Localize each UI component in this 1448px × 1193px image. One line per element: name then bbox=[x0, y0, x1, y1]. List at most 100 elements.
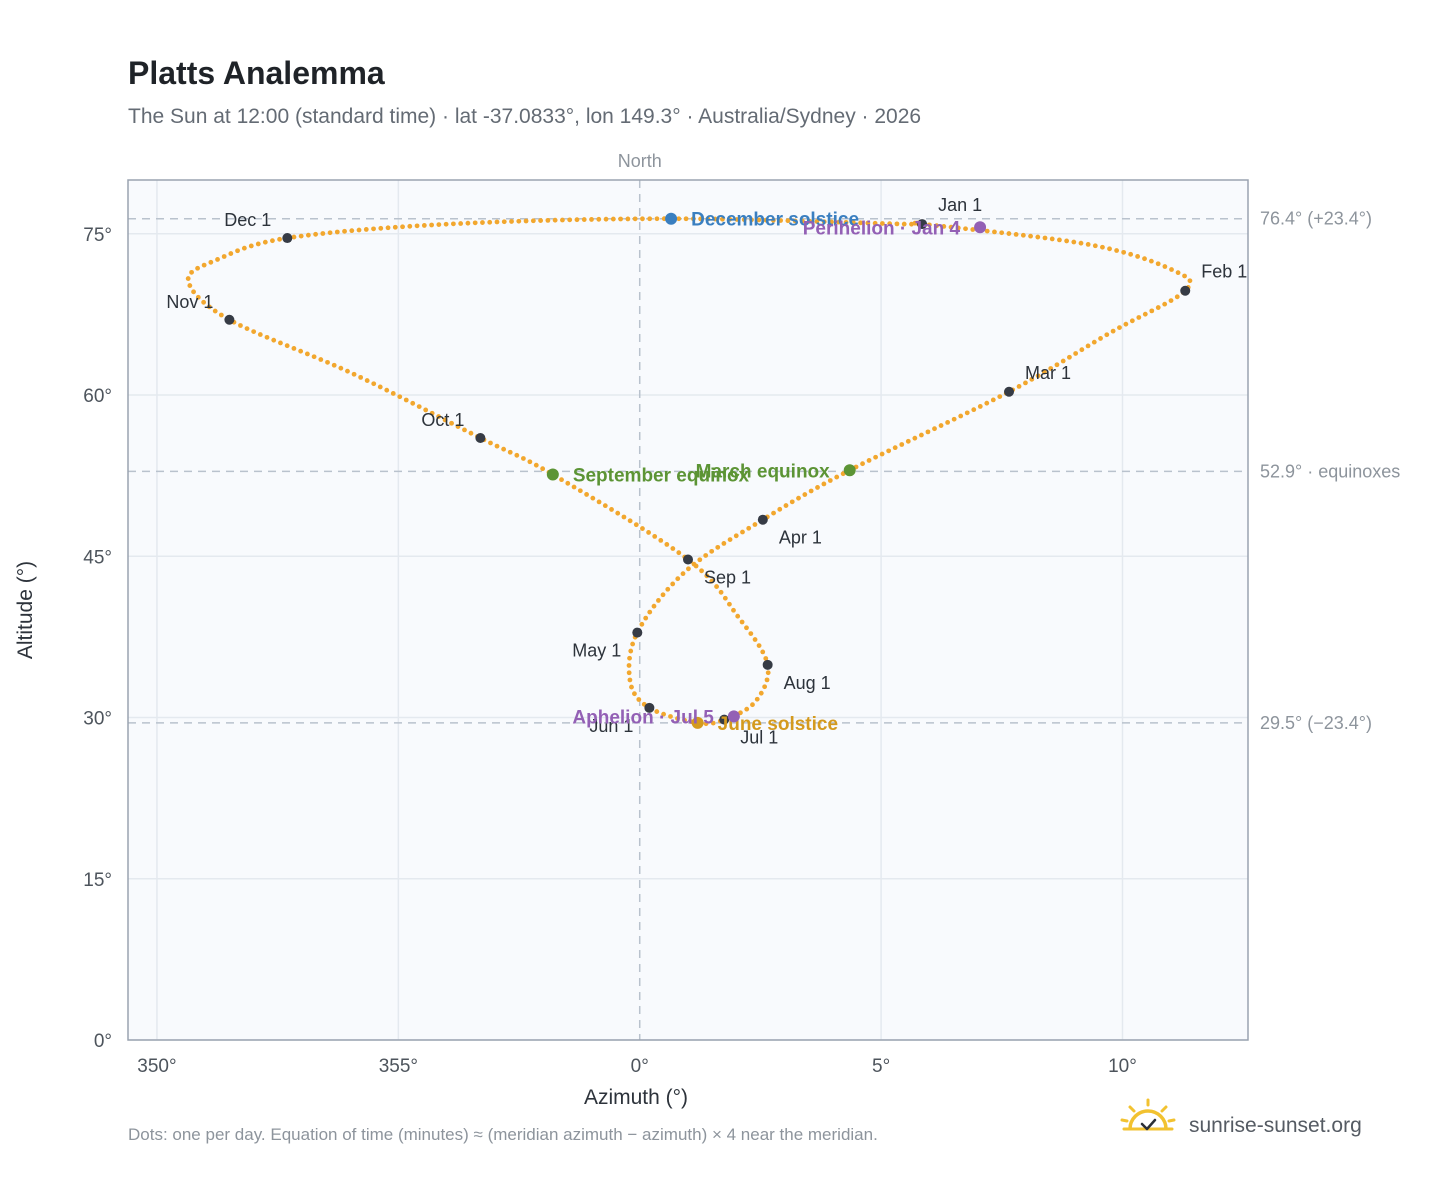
month-label: Dec 1 bbox=[224, 210, 271, 230]
daily-dot bbox=[241, 245, 247, 251]
y-tick-label: 45° bbox=[83, 547, 112, 568]
daily-dot bbox=[636, 697, 642, 702]
daily-dot bbox=[271, 337, 277, 343]
daily-dot bbox=[778, 218, 784, 223]
daily-dot bbox=[1155, 261, 1161, 267]
daily-dot bbox=[628, 648, 634, 654]
daily-dot bbox=[912, 435, 918, 441]
x-tick-label: 10° bbox=[1108, 1056, 1137, 1077]
daily-dot bbox=[1035, 373, 1041, 379]
daily-dot bbox=[999, 230, 1005, 236]
daily-dot bbox=[777, 506, 783, 512]
daily-dot bbox=[501, 446, 507, 452]
daily-dot bbox=[1098, 336, 1103, 341]
daily-dot bbox=[1020, 232, 1026, 238]
daily-dot bbox=[639, 621, 645, 627]
daily-dot bbox=[320, 231, 326, 236]
daily-dot bbox=[990, 397, 996, 403]
plot-area bbox=[128, 180, 1248, 1040]
month-marker bbox=[683, 554, 693, 565]
daily-dot bbox=[1155, 305, 1161, 310]
daily-dot bbox=[540, 466, 546, 472]
daily-dot bbox=[905, 438, 911, 444]
daily-dot bbox=[1078, 240, 1084, 246]
daily-dot bbox=[763, 217, 769, 223]
daily-dot bbox=[815, 485, 820, 490]
month-marker bbox=[757, 514, 768, 525]
daily-dot bbox=[762, 684, 768, 690]
daily-dot bbox=[629, 684, 634, 690]
daily-dot bbox=[945, 419, 951, 425]
daily-dot bbox=[899, 442, 905, 447]
daily-dot bbox=[1162, 264, 1168, 269]
daily-dot bbox=[206, 304, 212, 310]
daily-dot bbox=[984, 228, 990, 234]
daily-dot bbox=[305, 232, 311, 238]
daily-dot bbox=[712, 216, 718, 222]
daily-dot bbox=[509, 219, 514, 224]
daily-dot bbox=[1091, 339, 1097, 345]
daily-dot bbox=[771, 510, 776, 516]
daily-dot bbox=[1162, 301, 1168, 307]
daily-dot bbox=[621, 514, 627, 520]
daily-dot bbox=[901, 221, 907, 227]
daily-dot bbox=[1023, 380, 1028, 386]
daily-dot bbox=[626, 663, 632, 668]
daily-dot bbox=[565, 480, 571, 486]
daily-dot bbox=[646, 530, 651, 535]
daily-dot bbox=[783, 503, 789, 508]
daily-dot bbox=[633, 522, 639, 528]
month-label: Jan 1 bbox=[938, 195, 982, 215]
daily-dot bbox=[647, 609, 653, 615]
month-label: Jul 1 bbox=[740, 728, 778, 748]
daily-dot bbox=[472, 220, 478, 226]
daily-dot bbox=[1035, 234, 1041, 240]
daily-dot bbox=[571, 484, 577, 490]
daily-dot bbox=[938, 423, 944, 428]
daily-dot bbox=[632, 216, 638, 222]
daily-dot bbox=[559, 477, 564, 483]
month-label: May 1 bbox=[572, 641, 621, 661]
daily-dot bbox=[1107, 246, 1112, 252]
daily-dot bbox=[311, 354, 317, 360]
daily-dot bbox=[1128, 251, 1134, 257]
brand-name: sunrise-sunset.org bbox=[1189, 1114, 1362, 1137]
daily-dot bbox=[1064, 238, 1070, 244]
daily-dot bbox=[892, 445, 898, 451]
daily-dot bbox=[670, 546, 676, 551]
daily-dot bbox=[785, 218, 791, 224]
daily-dot bbox=[429, 222, 434, 228]
daily-dot bbox=[449, 420, 454, 426]
chart-title: Platts Analemma bbox=[128, 55, 385, 91]
daily-dot bbox=[298, 348, 304, 354]
daily-dot bbox=[627, 677, 633, 683]
daily-dot bbox=[455, 424, 461, 429]
daily-dot bbox=[656, 598, 661, 603]
y-tick-label: 0° bbox=[94, 1031, 112, 1052]
daily-dot bbox=[618, 216, 624, 222]
daily-dot bbox=[699, 568, 704, 574]
daily-dot bbox=[609, 507, 614, 512]
daily-dot bbox=[1110, 328, 1116, 334]
daily-dot bbox=[652, 534, 658, 539]
daily-dot bbox=[615, 510, 621, 516]
daily-dot bbox=[758, 690, 764, 696]
daily-dot bbox=[255, 241, 261, 247]
daily-dot bbox=[530, 218, 536, 224]
daily-dot bbox=[1028, 233, 1033, 239]
daily-dot bbox=[1168, 298, 1174, 303]
daily-dot bbox=[185, 276, 191, 281]
daily-dot bbox=[458, 221, 464, 226]
daily-dot bbox=[270, 238, 275, 244]
daily-dot bbox=[680, 571, 686, 577]
daily-dot bbox=[377, 384, 383, 390]
daily-dot bbox=[1042, 369, 1047, 375]
daily-dot bbox=[1049, 236, 1055, 242]
month-marker bbox=[475, 433, 486, 443]
daily-dot bbox=[371, 381, 377, 387]
month-marker bbox=[644, 702, 655, 713]
daily-dot bbox=[661, 711, 666, 717]
daily-dot bbox=[951, 416, 957, 422]
event-marker bbox=[974, 221, 987, 234]
